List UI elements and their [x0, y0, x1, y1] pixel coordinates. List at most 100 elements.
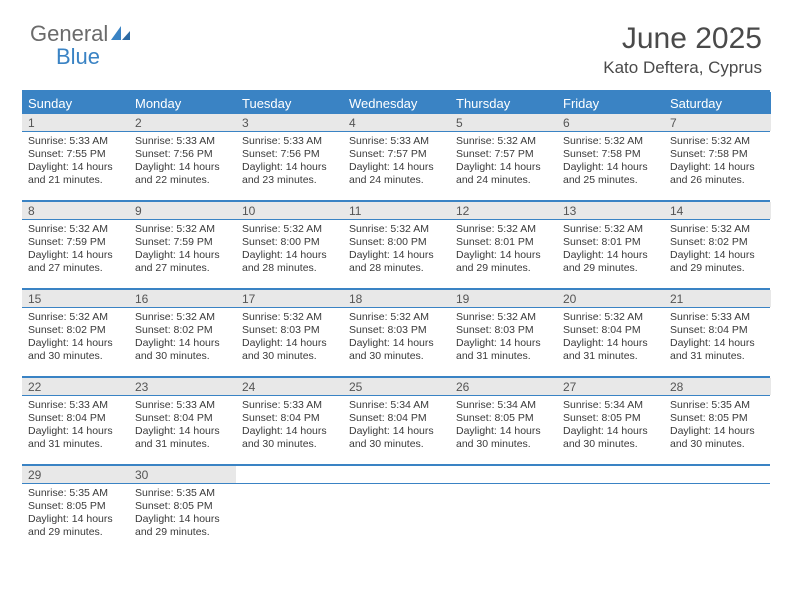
sunrise-line: Sunrise: 5:32 AM: [456, 311, 551, 324]
title-block: June 2025 Kato Deftera, Cyprus: [603, 22, 762, 78]
daylight-line: Daylight: 14 hours and 24 minutes.: [456, 161, 551, 187]
day-number: [450, 466, 557, 483]
sunrise-line: Sunrise: 5:32 AM: [28, 223, 123, 236]
day-cell: Sunrise: 5:32 AMSunset: 8:03 PMDaylight:…: [236, 308, 343, 376]
daylight-line: Daylight: 14 hours and 23 minutes.: [242, 161, 337, 187]
sunset-line: Sunset: 8:00 PM: [349, 236, 444, 249]
sunset-line: Sunset: 7:56 PM: [135, 148, 230, 161]
location-label: Kato Deftera, Cyprus: [603, 58, 762, 78]
day-number: 18: [343, 290, 450, 307]
day-number: 15: [22, 290, 129, 307]
day-number: 4: [343, 114, 450, 131]
week-body-row: Sunrise: 5:32 AMSunset: 8:02 PMDaylight:…: [22, 308, 770, 378]
sunset-line: Sunset: 8:01 PM: [456, 236, 551, 249]
day-cell: [343, 484, 450, 552]
daynum-row: 891011121314: [22, 202, 770, 220]
sunrise-line: Sunrise: 5:32 AM: [563, 135, 658, 148]
sunset-line: Sunset: 8:05 PM: [670, 412, 765, 425]
day-number: 25: [343, 378, 450, 395]
day-number: 11: [343, 202, 450, 219]
daylight-line: Daylight: 14 hours and 30 minutes.: [242, 425, 337, 451]
daylight-line: Daylight: 14 hours and 31 minutes.: [135, 425, 230, 451]
sunset-line: Sunset: 8:02 PM: [135, 324, 230, 337]
day-cell: Sunrise: 5:34 AMSunset: 8:04 PMDaylight:…: [343, 396, 450, 464]
day-cell: Sunrise: 5:33 AMSunset: 7:56 PMDaylight:…: [236, 132, 343, 200]
brand-part2: Blue: [56, 44, 100, 69]
daylight-line: Daylight: 14 hours and 28 minutes.: [349, 249, 444, 275]
day-number: 19: [450, 290, 557, 307]
week-body-row: Sunrise: 5:33 AMSunset: 7:55 PMDaylight:…: [22, 132, 770, 202]
sunrise-line: Sunrise: 5:35 AM: [28, 487, 123, 500]
sunset-line: Sunset: 8:04 PM: [670, 324, 765, 337]
week-body-row: Sunrise: 5:32 AMSunset: 7:59 PMDaylight:…: [22, 220, 770, 290]
day-number: 16: [129, 290, 236, 307]
daylight-line: Daylight: 14 hours and 25 minutes.: [563, 161, 658, 187]
daylight-line: Daylight: 14 hours and 30 minutes.: [670, 425, 765, 451]
daylight-line: Daylight: 14 hours and 22 minutes.: [135, 161, 230, 187]
day-cell: Sunrise: 5:32 AMSunset: 8:01 PMDaylight:…: [557, 220, 664, 288]
day-number: 21: [664, 290, 771, 307]
sunset-line: Sunset: 7:58 PM: [670, 148, 765, 161]
day-number: 12: [450, 202, 557, 219]
sunset-line: Sunset: 8:02 PM: [670, 236, 765, 249]
daynum-row: 2930: [22, 466, 770, 484]
weekday-header-row: SundayMondayTuesdayWednesdayThursdayFrid…: [22, 92, 770, 114]
day-number: 6: [557, 114, 664, 131]
sunset-line: Sunset: 8:03 PM: [242, 324, 337, 337]
sunrise-line: Sunrise: 5:33 AM: [135, 399, 230, 412]
logo-sail-icon: [110, 22, 132, 45]
sunrise-line: Sunrise: 5:32 AM: [242, 311, 337, 324]
day-cell: Sunrise: 5:32 AMSunset: 8:00 PMDaylight:…: [343, 220, 450, 288]
sunset-line: Sunset: 8:05 PM: [563, 412, 658, 425]
daylight-line: Daylight: 14 hours and 29 minutes.: [670, 249, 765, 275]
sunset-line: Sunset: 7:55 PM: [28, 148, 123, 161]
calendar-grid: SundayMondayTuesdayWednesdayThursdayFrid…: [22, 90, 770, 552]
day-cell: Sunrise: 5:34 AMSunset: 8:05 PMDaylight:…: [450, 396, 557, 464]
day-number: 3: [236, 114, 343, 131]
daylight-line: Daylight: 14 hours and 21 minutes.: [28, 161, 123, 187]
daylight-line: Daylight: 14 hours and 30 minutes.: [135, 337, 230, 363]
daylight-line: Daylight: 14 hours and 27 minutes.: [28, 249, 123, 275]
weekday-header: Friday: [557, 92, 664, 114]
daylight-line: Daylight: 14 hours and 31 minutes.: [28, 425, 123, 451]
weekday-header: Sunday: [22, 92, 129, 114]
day-number: 17: [236, 290, 343, 307]
daylight-line: Daylight: 14 hours and 30 minutes.: [28, 337, 123, 363]
weekday-header: Thursday: [450, 92, 557, 114]
daynum-row: 22232425262728: [22, 378, 770, 396]
sunset-line: Sunset: 8:01 PM: [563, 236, 658, 249]
day-cell: Sunrise: 5:35 AMSunset: 8:05 PMDaylight:…: [664, 396, 771, 464]
sunrise-line: Sunrise: 5:35 AM: [670, 399, 765, 412]
brand-part1: General: [30, 21, 108, 46]
daylight-line: Daylight: 14 hours and 29 minutes.: [456, 249, 551, 275]
day-cell: Sunrise: 5:34 AMSunset: 8:05 PMDaylight:…: [557, 396, 664, 464]
day-number: 27: [557, 378, 664, 395]
day-number: 26: [450, 378, 557, 395]
daylight-line: Daylight: 14 hours and 29 minutes.: [563, 249, 658, 275]
day-number: [343, 466, 450, 483]
sunrise-line: Sunrise: 5:32 AM: [242, 223, 337, 236]
sunrise-line: Sunrise: 5:32 AM: [563, 223, 658, 236]
sunrise-line: Sunrise: 5:33 AM: [28, 135, 123, 148]
day-cell: Sunrise: 5:32 AMSunset: 8:01 PMDaylight:…: [450, 220, 557, 288]
daylight-line: Daylight: 14 hours and 30 minutes.: [563, 425, 658, 451]
sunset-line: Sunset: 8:04 PM: [349, 412, 444, 425]
sunset-line: Sunset: 7:57 PM: [349, 148, 444, 161]
sunrise-line: Sunrise: 5:32 AM: [135, 223, 230, 236]
day-cell: Sunrise: 5:32 AMSunset: 7:58 PMDaylight:…: [664, 132, 771, 200]
sunset-line: Sunset: 7:59 PM: [135, 236, 230, 249]
sunrise-line: Sunrise: 5:32 AM: [135, 311, 230, 324]
weekday-header: Saturday: [664, 92, 771, 114]
day-cell: [664, 484, 771, 552]
day-cell: [557, 484, 664, 552]
daylight-line: Daylight: 14 hours and 27 minutes.: [135, 249, 230, 275]
weekday-header: Monday: [129, 92, 236, 114]
month-title: June 2025: [603, 22, 762, 56]
day-number: 7: [664, 114, 771, 131]
week-body-row: Sunrise: 5:35 AMSunset: 8:05 PMDaylight:…: [22, 484, 770, 552]
day-number: 20: [557, 290, 664, 307]
day-cell: [450, 484, 557, 552]
sunrise-line: Sunrise: 5:33 AM: [135, 135, 230, 148]
day-cell: Sunrise: 5:33 AMSunset: 8:04 PMDaylight:…: [129, 396, 236, 464]
day-cell: Sunrise: 5:32 AMSunset: 8:04 PMDaylight:…: [557, 308, 664, 376]
